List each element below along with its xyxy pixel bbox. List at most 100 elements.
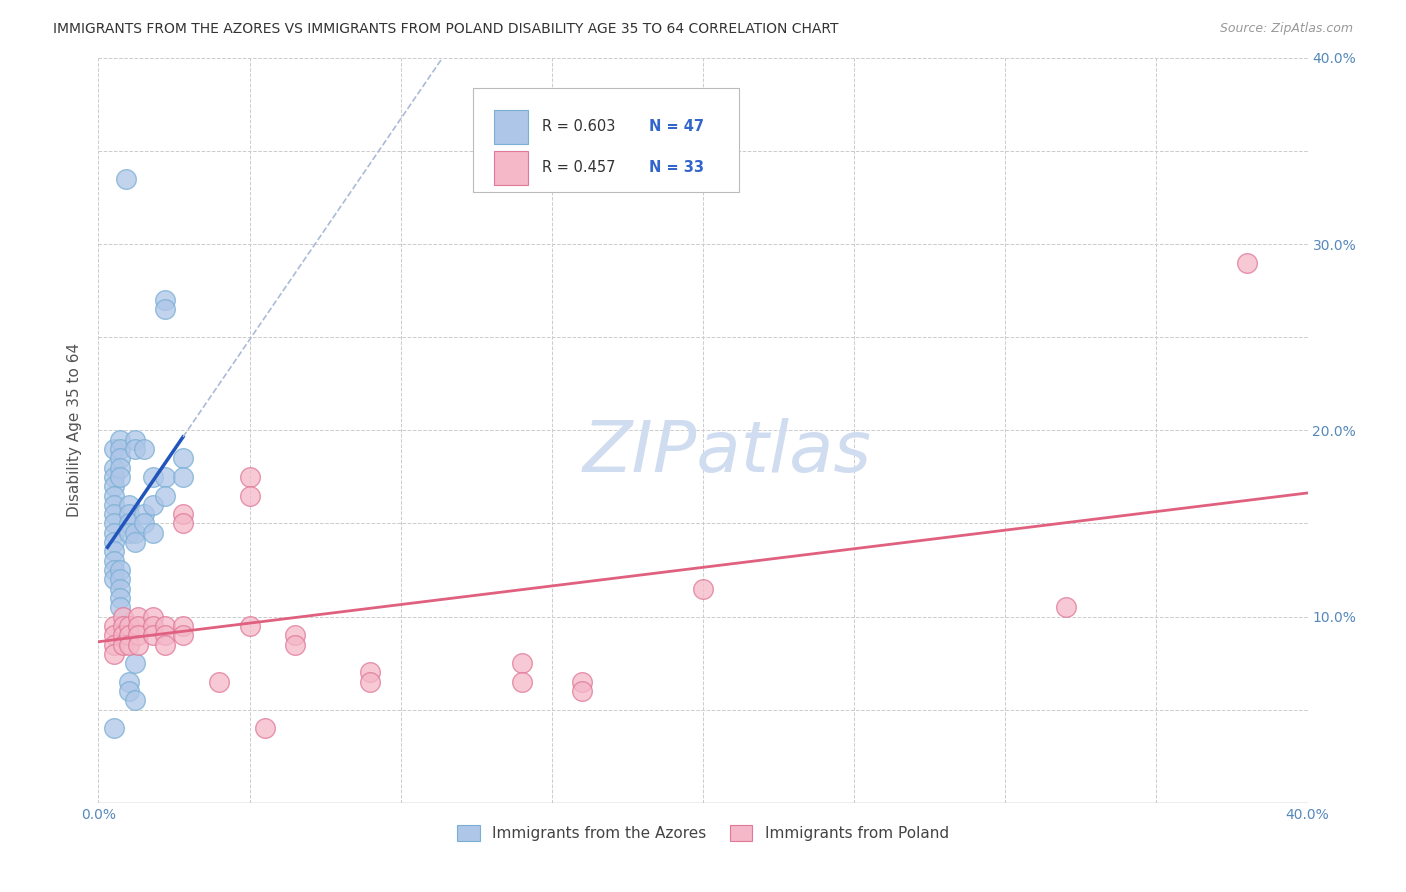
Point [132,442,155,456]
Point [510,656,533,670]
Point [108,442,131,456]
Text: R = 0.457: R = 0.457 [543,161,616,176]
Point [111,619,134,633]
Point [284,628,307,642]
Point [118,507,141,521]
Point [1236,256,1258,270]
Point [118,674,141,689]
Point [132,516,155,531]
Point [108,451,131,466]
Point [103,489,125,503]
Point [124,433,146,447]
Point [108,573,131,587]
Point [103,619,125,633]
Point [108,433,131,447]
Point [142,619,165,633]
Point [239,470,262,484]
Point [360,665,382,680]
Legend: Immigrants from the Azores, Immigrants from Poland: Immigrants from the Azores, Immigrants f… [451,819,955,847]
Point [124,656,146,670]
Point [103,516,125,531]
Point [108,460,131,475]
Point [124,525,146,540]
Point [142,470,165,484]
Point [142,609,165,624]
FancyBboxPatch shape [474,87,740,192]
Y-axis label: Disability Age 35 to 64: Disability Age 35 to 64 [67,343,83,517]
Point [103,638,125,652]
Point [114,172,136,186]
Point [142,525,165,540]
Point [108,600,131,615]
Point [172,516,194,531]
Point [118,516,141,531]
Point [118,498,141,512]
Point [142,498,165,512]
Point [127,609,149,624]
Point [103,498,125,512]
Point [103,507,125,521]
Point [153,628,176,642]
Text: ZIPatlas: ZIPatlas [582,418,872,487]
Point [153,619,176,633]
Point [124,693,146,707]
Point [172,628,194,642]
Point [103,628,125,642]
Point [127,628,149,642]
Text: N = 47: N = 47 [648,120,703,135]
Point [111,628,134,642]
Point [103,470,125,484]
Point [153,470,176,484]
Point [124,535,146,549]
Point [132,507,155,521]
Point [108,591,131,605]
Point [103,554,125,568]
Point [510,674,533,689]
Point [124,442,146,456]
Point [153,489,176,503]
Point [103,479,125,493]
Point [172,451,194,466]
Point [172,507,194,521]
Point [692,582,714,596]
Text: R = 0.603: R = 0.603 [543,120,616,135]
Point [172,619,194,633]
Point [103,544,125,558]
Point [103,535,125,549]
Point [108,563,131,577]
Point [118,684,141,698]
Point [1054,600,1077,615]
Point [103,442,125,456]
Point [103,525,125,540]
Point [108,582,131,596]
Text: N = 33: N = 33 [648,161,703,176]
Point [111,638,134,652]
Text: IMMIGRANTS FROM THE AZORES VS IMMIGRANTS FROM POLAND DISABILITY AGE 35 TO 64 COR: IMMIGRANTS FROM THE AZORES VS IMMIGRANTS… [53,22,839,37]
Point [118,525,141,540]
Point [118,628,141,642]
Bar [494,151,527,185]
Text: Source: ZipAtlas.com: Source: ZipAtlas.com [1219,22,1353,36]
Point [571,674,593,689]
Point [153,638,176,652]
Point [103,721,125,735]
Point [111,609,134,624]
Point [127,638,149,652]
Point [118,638,141,652]
Point [103,563,125,577]
Point [153,293,176,307]
Point [253,721,276,735]
Point [239,489,262,503]
Point [103,573,125,587]
Point [284,638,307,652]
Point [153,302,176,317]
Point [571,684,593,698]
Point [127,619,149,633]
Bar [494,110,527,144]
Point [172,470,194,484]
Point [208,674,231,689]
Point [142,628,165,642]
Point [118,619,141,633]
Point [360,674,382,689]
Point [103,647,125,661]
